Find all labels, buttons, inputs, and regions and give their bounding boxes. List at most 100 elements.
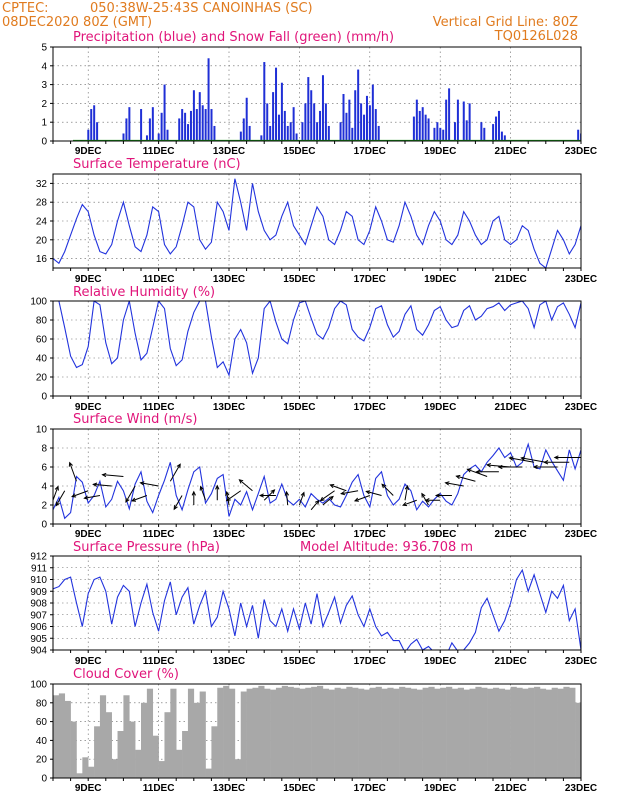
precip-bar	[269, 125, 272, 141]
precip-bar	[351, 127, 354, 141]
y-tick-label: 906	[30, 622, 47, 633]
wind-arrow	[402, 499, 417, 506]
precip-bar	[316, 122, 319, 141]
precip-bar	[263, 62, 266, 141]
wind-arrowhead	[101, 472, 107, 478]
panel-title: Surface Pressure (hPa)	[73, 540, 220, 555]
cloud-bar	[469, 688, 476, 778]
wind-arrowhead	[381, 483, 387, 489]
cloud-bar	[334, 687, 341, 778]
y-tick-label: 4	[41, 482, 47, 493]
cloud-bar	[176, 749, 183, 778]
precip-bar	[456, 99, 459, 141]
wind-arrow	[381, 483, 394, 496]
wind-arrow	[286, 491, 289, 506]
cloud-bar	[234, 759, 242, 778]
panel-title: Cloud Cover (%)	[73, 667, 179, 682]
cloud-bar	[358, 688, 365, 778]
cloud-bar	[410, 688, 418, 778]
x-tick-label: 13DEC	[213, 274, 245, 285]
x-tick-label: 23DEC	[565, 656, 597, 667]
precip-bar	[304, 103, 307, 141]
precip-bar	[453, 122, 456, 141]
x-tick-label: 21DEC	[494, 783, 526, 794]
cloud-bar	[534, 686, 541, 778]
cloud-bar	[105, 712, 112, 778]
precip-bar	[412, 116, 415, 141]
wind-arrowhead	[329, 484, 335, 489]
cloud-bar	[117, 731, 124, 778]
y-tick-label: 2	[41, 501, 47, 512]
header-source: CPTEC:	[2, 1, 49, 16]
plot-area	[53, 178, 581, 268]
precip-bar	[192, 90, 195, 141]
x-tick-label: 11DEC	[143, 656, 175, 667]
x-tick-label: 21DEC	[494, 146, 526, 157]
wind-arrowhead	[404, 484, 410, 490]
header-location: 050:38W-25:43S CANOINHAS (SC)	[90, 1, 313, 16]
cloud-bar	[569, 687, 576, 778]
cloud-bar	[141, 702, 148, 778]
wind-arrow	[84, 495, 101, 499]
cloud-bar	[328, 689, 335, 778]
y-tick-label: 2	[41, 99, 47, 110]
x-tick-label: 15DEC	[283, 783, 315, 794]
panels-group: 0 1 2 3 4 5 9DEC 11DEC 13DEC 15DEC 17DEC 19DEC 21DEC…	[30, 30, 597, 794]
precip-bar	[483, 127, 486, 141]
cloud-bar	[211, 726, 218, 778]
cloud-bar	[481, 687, 488, 778]
cloud-bar	[340, 688, 347, 778]
cloud-bar	[363, 689, 371, 778]
precip-bar	[465, 120, 468, 141]
x-tick-label: 17DEC	[354, 529, 386, 540]
y-tick-label: 10	[36, 425, 48, 436]
x-tick-label: 9DEC	[75, 402, 102, 413]
wind-arrow	[53, 486, 59, 501]
y-tick-label: 4	[41, 61, 47, 72]
precip-bar	[213, 125, 216, 141]
plot-area	[53, 301, 581, 378]
precip-bar	[266, 103, 269, 141]
y-tick-label: 912	[30, 552, 47, 563]
panel-title: Relative Humidity (%)	[73, 285, 215, 300]
cloud-bar	[539, 688, 547, 778]
y-tick-label: 1	[41, 118, 47, 129]
precip-bar	[184, 112, 187, 141]
y-tick-label: 0	[41, 774, 47, 785]
wind-arrow	[521, 457, 546, 463]
wind-arrowhead	[543, 460, 549, 465]
wind-arrow	[226, 490, 242, 501]
cloud-bar	[205, 768, 212, 778]
cloud-bar	[387, 687, 394, 778]
cloud-bar	[457, 687, 464, 778]
cloud-bar	[545, 689, 552, 778]
precip-bar	[189, 110, 192, 141]
y-tick-label: 100	[30, 297, 47, 308]
x-tick-label: 19DEC	[424, 402, 456, 413]
precip-bar	[357, 69, 360, 141]
wind-arrowhead	[92, 482, 98, 487]
wind-arrowhead	[340, 490, 346, 496]
wind-arrowhead	[508, 456, 514, 461]
wind-arrowhead	[328, 495, 334, 501]
precip-bar	[433, 127, 436, 141]
series-line	[53, 301, 581, 378]
precip-bar	[245, 97, 248, 141]
precip-bar	[157, 133, 160, 141]
cloud-bar	[434, 688, 441, 778]
panel-title: Precipitation (blue) and Snow Fall (gree…	[73, 30, 394, 45]
x-tick-label: 17DEC	[354, 656, 386, 667]
cloud-bar	[264, 688, 271, 778]
wind-arrow	[456, 475, 476, 482]
cloud-bar	[381, 688, 388, 778]
cloud-bar	[70, 721, 77, 778]
y-tick-label: 16	[36, 254, 48, 265]
precip-bar	[125, 118, 128, 141]
precip-bar	[275, 67, 278, 141]
wind-arrowhead	[225, 496, 231, 502]
wind-arrowhead	[314, 499, 320, 505]
x-tick-label: 23DEC	[565, 146, 597, 157]
precip-bar	[195, 109, 198, 141]
y-tick-label: 910	[30, 575, 47, 586]
x-tick-label: 17DEC	[354, 146, 386, 157]
